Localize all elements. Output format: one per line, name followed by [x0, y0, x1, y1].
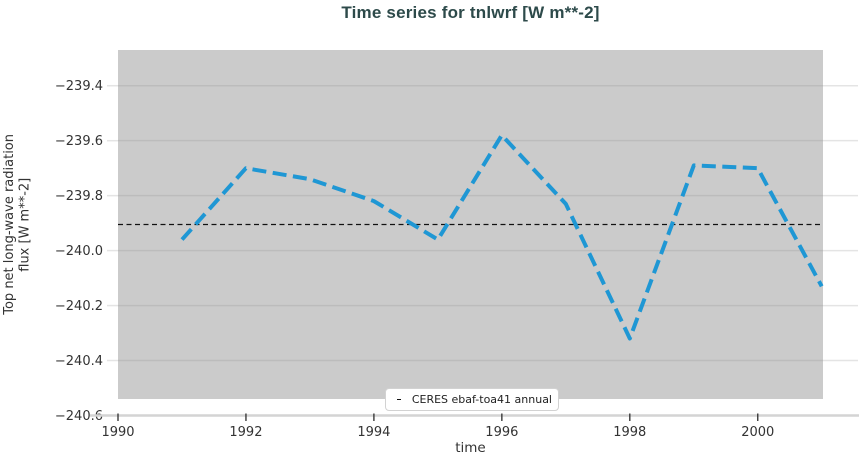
x-tick-label: 1994: [357, 425, 390, 440]
x-tick-label: 1998: [613, 425, 646, 440]
y-tick-label: −240.0: [55, 244, 103, 259]
legend-label: CERES ebaf-toa41 annual: [411, 393, 552, 406]
y-tick-label: −240.4: [55, 354, 103, 369]
legend: CERES ebaf-toa41 annual: [385, 388, 559, 411]
x-tick-label: 1996: [485, 425, 518, 440]
y-axis-label: Top net long-wave radiation flux [W m**-…: [2, 50, 33, 399]
y-tick-label: −240.2: [55, 299, 103, 314]
series-line: [180, 133, 824, 341]
y-tick-label: −239.4: [55, 79, 103, 94]
y-tick-label: −240.6: [55, 409, 103, 424]
y-tick-label: −239.6: [55, 134, 103, 149]
dashed-line-icon: [397, 399, 401, 400]
x-axis-label: time: [455, 440, 486, 456]
y-tick-label: −239.8: [55, 189, 103, 204]
y-axis-label-line1: Top net long-wave radiation: [2, 134, 17, 315]
x-tick-label: 1990: [101, 425, 134, 440]
y-axis-label-line2: flux [W m**-2]: [17, 177, 33, 272]
x-tick-label: 2000: [741, 425, 774, 440]
chart-title: Time series for tnlwrf [W m**-2]: [341, 3, 600, 22]
x-tick-label: 1992: [229, 425, 262, 440]
